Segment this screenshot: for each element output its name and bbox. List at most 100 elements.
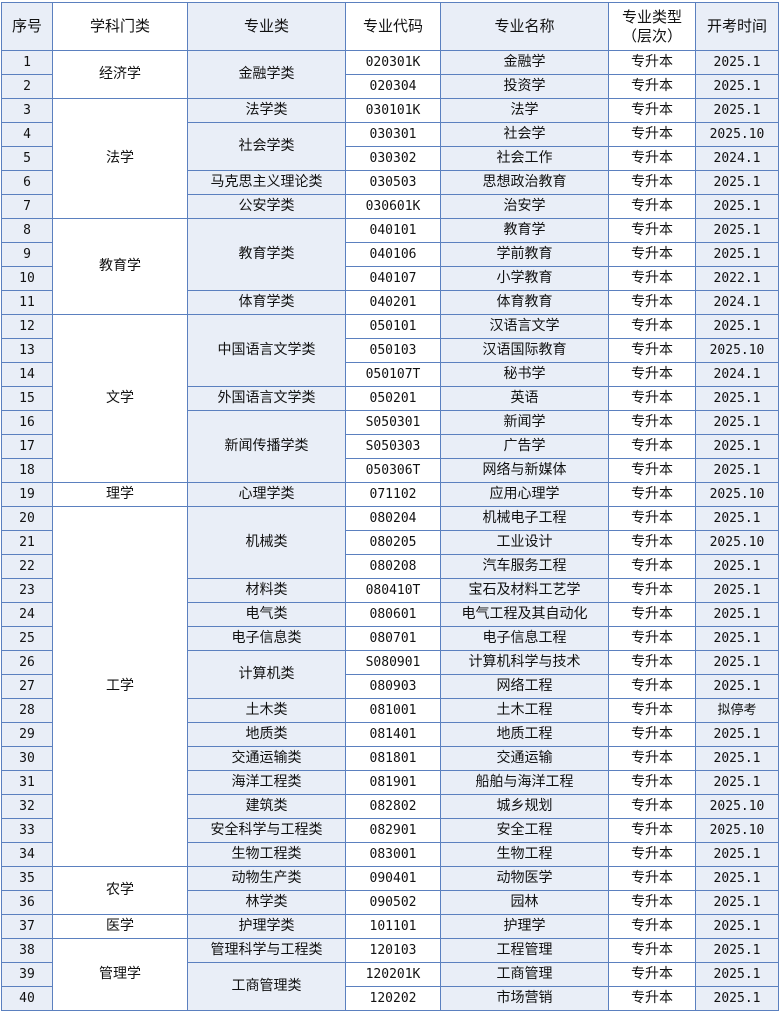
- code-cell: 050201: [345, 386, 441, 411]
- exam-date-cell: 2025.1: [695, 650, 779, 675]
- exam-date-cell: 2025.10: [695, 794, 779, 819]
- type-cell: 专升本: [608, 698, 696, 723]
- type-cell: 专升本: [608, 482, 696, 507]
- exam-date-cell: 2025.1: [695, 722, 779, 747]
- table-row: 34 生物工程类 083001 生物工程 专升本 2025.1: [1, 842, 779, 867]
- seq-cell: 33: [1, 818, 53, 843]
- major-name-cell: 体育教育: [440, 290, 609, 315]
- code-cell: 120103: [345, 938, 441, 963]
- type-cell: 专升本: [608, 386, 696, 411]
- type-cell: 专升本: [608, 818, 696, 843]
- category-cell: 材料类: [187, 578, 346, 603]
- major-name-cell: 投资学: [440, 74, 609, 99]
- seq-cell: 27: [1, 674, 53, 699]
- exam-date-cell: 2025.1: [695, 938, 779, 963]
- major-name-cell: 法学: [440, 98, 609, 123]
- discipline-cell: 法学: [52, 98, 188, 219]
- seq-cell: 7: [1, 194, 53, 219]
- exam-date-cell: 2025.1: [695, 842, 779, 867]
- code-cell: 030301: [345, 122, 441, 147]
- category-cell: 林学类: [187, 890, 346, 915]
- type-cell: 专升本: [608, 914, 696, 939]
- header-discipline: 学科门类: [52, 2, 188, 51]
- discipline-cell: 文学: [52, 314, 188, 483]
- table-row: 40 120202 市场营销 专升本 2025.1: [1, 986, 779, 1011]
- exam-date-cell: 2025.1: [695, 746, 779, 771]
- category-cell: 安全科学与工程类: [187, 818, 346, 843]
- major-name-cell: 应用心理学: [440, 482, 609, 507]
- code-cell: 040106: [345, 242, 441, 267]
- category-cell: 电气类: [187, 602, 346, 627]
- type-cell: 专升本: [608, 410, 696, 435]
- header-seq: 序号: [1, 2, 53, 51]
- table-row: 3 法学 法学类 030101K 法学 专升本 2025.1: [1, 98, 779, 219]
- major-name-cell: 秘书学: [440, 362, 609, 387]
- seq-cell: 4: [1, 122, 53, 147]
- major-name-cell: 学前教育: [440, 242, 609, 267]
- category-cell: 交通运输类: [187, 746, 346, 771]
- table-row: 8 教育学 教育学类 040101 教育学 专升本 2025.1: [1, 218, 779, 315]
- code-cell: 050107T: [345, 362, 441, 387]
- exam-date-cell: 2025.10: [695, 482, 779, 507]
- code-cell: 050306T: [345, 458, 441, 483]
- header-category: 专业类: [187, 2, 346, 51]
- major-name-cell: 金融学: [440, 50, 609, 75]
- major-name-cell: 英语: [440, 386, 609, 411]
- major-name-cell: 电子信息工程: [440, 626, 609, 651]
- seq-cell: 25: [1, 626, 53, 651]
- exam-date-cell: 2025.1: [695, 170, 779, 195]
- code-cell: 080601: [345, 602, 441, 627]
- major-name-cell: 土木工程: [440, 698, 609, 723]
- table-row: 22 080208 汽车服务工程 专升本 2025.1: [1, 554, 779, 579]
- type-cell: 专升本: [608, 314, 696, 339]
- discipline-cell: 教育学: [52, 218, 188, 315]
- code-cell: 080208: [345, 554, 441, 579]
- major-name-cell: 广告学: [440, 434, 609, 459]
- code-cell: 080410T: [345, 578, 441, 603]
- type-cell: 专升本: [608, 722, 696, 747]
- seq-cell: 21: [1, 530, 53, 555]
- category-cell: 马克思主义理论类: [187, 170, 346, 195]
- code-cell: 080204: [345, 506, 441, 531]
- table-row: 20 工学 机械类 080204 机械电子工程 专升本 2025.1: [1, 506, 779, 867]
- table-row: 38 管理学 管理科学与工程类 120103 工程管理 专升本 2025.1: [1, 938, 779, 1011]
- category-cell: 电子信息类: [187, 626, 346, 651]
- discipline-cell: 理学: [52, 482, 188, 507]
- category-cell: 海洋工程类: [187, 770, 346, 795]
- type-cell: 专升本: [608, 74, 696, 99]
- table-row: 36 林学类 090502 园林 专升本 2025.1: [1, 890, 779, 915]
- category-cell: 土木类: [187, 698, 346, 723]
- type-cell: 专升本: [608, 650, 696, 675]
- category-cell: 外国语言文学类: [187, 386, 346, 411]
- exam-date-cell: 2025.10: [695, 338, 779, 363]
- code-cell: 040101: [345, 218, 441, 243]
- table-row: 16 新闻传播学类 S050301 新闻学 专升本 2025.1: [1, 410, 779, 483]
- discipline-cell: 经济学: [52, 50, 188, 99]
- exam-date-cell: 2025.1: [695, 578, 779, 603]
- seq-cell: 30: [1, 746, 53, 771]
- code-cell: 040107: [345, 266, 441, 291]
- code-cell: 080701: [345, 626, 441, 651]
- category-cell: 社会学类: [187, 122, 346, 171]
- exam-date-cell: 2024.1: [695, 146, 779, 171]
- table-row: 24 电气类 080601 电气工程及其自动化 专升本 2025.1: [1, 602, 779, 627]
- code-cell: 120201K: [345, 962, 441, 987]
- type-cell: 专升本: [608, 362, 696, 387]
- code-cell: 030601K: [345, 194, 441, 219]
- category-cell: 法学类: [187, 98, 346, 123]
- code-cell: 081901: [345, 770, 441, 795]
- seq-cell: 3: [1, 98, 53, 123]
- table-row: 5 030302 社会工作 专升本 2024.1: [1, 146, 779, 171]
- category-cell: 动物生产类: [187, 866, 346, 891]
- type-cell: 专升本: [608, 866, 696, 891]
- exam-date-cell: 2025.1: [695, 602, 779, 627]
- category-cell: 新闻传播学类: [187, 410, 346, 483]
- code-cell: 080205: [345, 530, 441, 555]
- major-name-cell: 市场营销: [440, 986, 609, 1011]
- table-row: 29 地质类 081401 地质工程 专升本 2025.1: [1, 722, 779, 747]
- table-row: 14 050107T 秘书学 专升本 2024.1: [1, 362, 779, 387]
- code-cell: 120202: [345, 986, 441, 1011]
- header-exam-date: 开考时间: [695, 2, 779, 51]
- exam-date-cell: 2025.1: [695, 50, 779, 75]
- type-cell: 专升本: [608, 290, 696, 315]
